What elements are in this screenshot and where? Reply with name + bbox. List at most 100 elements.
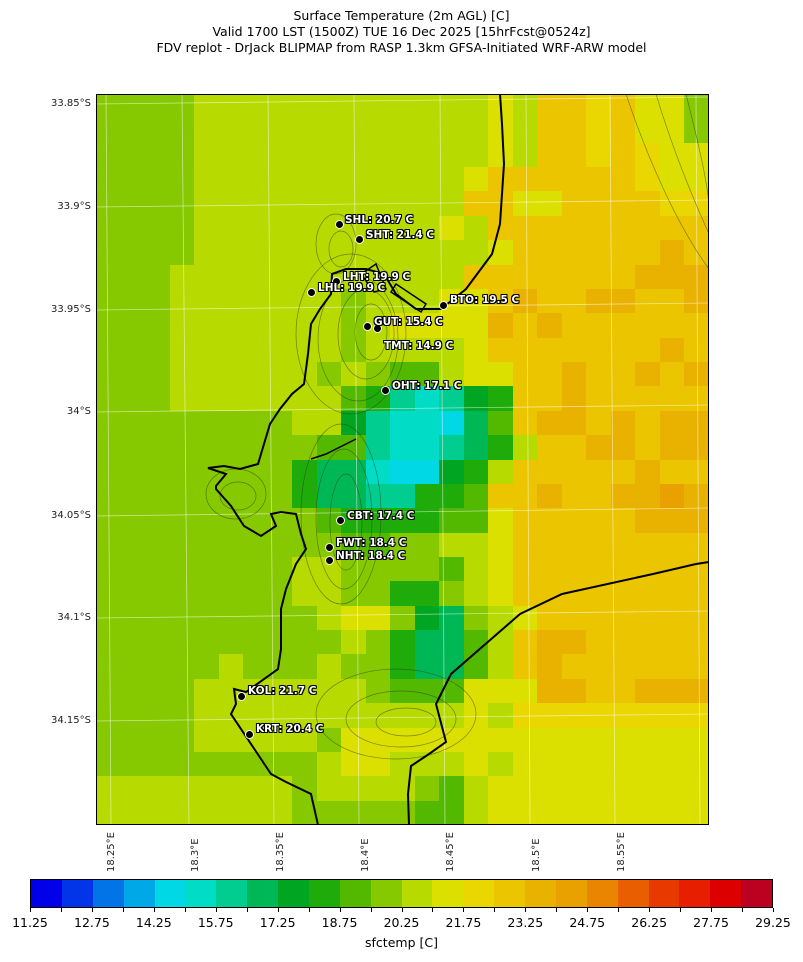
station-marker-cbt[interactable] xyxy=(336,516,345,525)
grid-cell xyxy=(169,191,195,216)
station-marker-lhl[interactable] xyxy=(307,288,316,297)
station-label-sht: SHT: 21.4 C xyxy=(366,229,435,241)
grid-cell xyxy=(439,94,464,119)
grid-cell xyxy=(586,678,611,704)
grid-cell xyxy=(341,142,366,168)
grid-cell xyxy=(659,581,685,606)
colorbar-swatch xyxy=(710,880,742,907)
colorbar-title: sfctemp [C] xyxy=(365,935,438,950)
colorbar-tick xyxy=(649,908,651,912)
grid-cell xyxy=(194,264,219,289)
grid-cell xyxy=(120,776,146,801)
station-marker-tmt[interactable] xyxy=(363,322,372,331)
grid-cell xyxy=(463,435,489,460)
grid-cell xyxy=(292,459,317,484)
graticule xyxy=(96,94,709,825)
grid-cell xyxy=(659,362,685,387)
grid-cell xyxy=(96,581,121,606)
grid-cell xyxy=(120,410,146,436)
x-tick-label: 18.25°E xyxy=(106,832,117,872)
grid-cell xyxy=(169,751,195,777)
grid-cell xyxy=(414,313,440,338)
grid-cell xyxy=(659,313,685,338)
colorbar-swatch xyxy=(92,880,124,907)
station-marker-shl[interactable] xyxy=(335,220,344,229)
grid-cell xyxy=(169,605,195,631)
station-marker-bto[interactable] xyxy=(439,301,448,310)
grid-cell xyxy=(586,776,611,801)
grid-cell xyxy=(463,508,489,533)
grid-cell xyxy=(586,654,611,679)
grid-cell xyxy=(659,776,685,801)
grid-cell xyxy=(463,532,489,557)
grid-cell xyxy=(561,751,587,777)
grid-cell xyxy=(218,776,244,801)
grid-cell xyxy=(169,142,195,168)
grid-cell xyxy=(120,142,146,168)
grid-cell xyxy=(561,313,587,338)
grid-cell xyxy=(537,508,562,533)
colorbar-tick-label: 12.75 xyxy=(74,915,110,930)
grid-cell xyxy=(463,581,489,606)
station-marker-kol[interactable] xyxy=(237,692,246,701)
colorbar-tick xyxy=(401,908,403,912)
grid-cell xyxy=(218,386,244,411)
colorbar-swatch xyxy=(31,880,62,907)
colorbar-tick xyxy=(215,908,217,912)
station-marker-sht[interactable] xyxy=(355,235,364,244)
grid-cell xyxy=(120,215,146,241)
station-label-bto: BTO: 19.5 C xyxy=(450,294,520,306)
grid-cell xyxy=(439,337,464,363)
station-marker-fwt[interactable] xyxy=(325,543,334,552)
grid-cell xyxy=(586,362,611,387)
grid-cell xyxy=(96,751,121,777)
grid-cell xyxy=(194,215,219,241)
grid-cell xyxy=(512,167,538,192)
grid-cell xyxy=(659,800,685,825)
grid-cell xyxy=(194,167,219,192)
grid-cell xyxy=(194,751,219,777)
grid-cell xyxy=(586,240,611,265)
grid-cell xyxy=(463,386,489,411)
grid-cell xyxy=(120,581,146,606)
grid-cell xyxy=(169,167,195,192)
grid-cell xyxy=(194,556,219,582)
colorbar-tick-label: 17.25 xyxy=(259,915,296,930)
grid-cell xyxy=(414,800,440,825)
grid-cell xyxy=(145,386,170,411)
grid-cell xyxy=(145,118,170,143)
grid-cell xyxy=(537,410,562,436)
grid-cell xyxy=(684,459,709,484)
colorbar-tick xyxy=(153,908,155,912)
station-marker-oht[interactable] xyxy=(381,386,390,395)
grid-cell xyxy=(390,630,415,655)
grid-cell xyxy=(463,142,489,168)
y-tick-label: 34.05°S xyxy=(51,510,91,521)
grid-cell xyxy=(561,776,587,801)
grid-cell xyxy=(635,118,660,143)
grid-cell xyxy=(267,459,293,484)
station-marker-gut[interactable] xyxy=(373,324,382,333)
grid-cell xyxy=(512,313,538,338)
grid-cell xyxy=(267,776,293,801)
station-marker-nht[interactable] xyxy=(325,556,334,565)
grid-cell xyxy=(316,483,342,509)
grid-cell xyxy=(145,191,170,216)
station-marker-lht[interactable] xyxy=(332,277,341,286)
grid-cell xyxy=(512,459,538,484)
grid-cell xyxy=(537,142,562,168)
grid-cell xyxy=(243,630,268,655)
map-plot-area[interactable] xyxy=(96,94,709,825)
grid-cell xyxy=(512,630,538,655)
grid-cell xyxy=(537,751,562,777)
grid-cell xyxy=(610,191,636,216)
grid-cell xyxy=(96,142,121,168)
grid-cell xyxy=(439,191,464,216)
grid-cell xyxy=(145,215,170,241)
grid-cell xyxy=(365,118,391,143)
grid-cell xyxy=(145,703,170,728)
grid-cell xyxy=(194,313,219,338)
grid-cell xyxy=(145,556,170,582)
station-marker-krt[interactable] xyxy=(245,730,254,739)
station-label-lhl: LHL: 19.9 C xyxy=(318,282,386,294)
